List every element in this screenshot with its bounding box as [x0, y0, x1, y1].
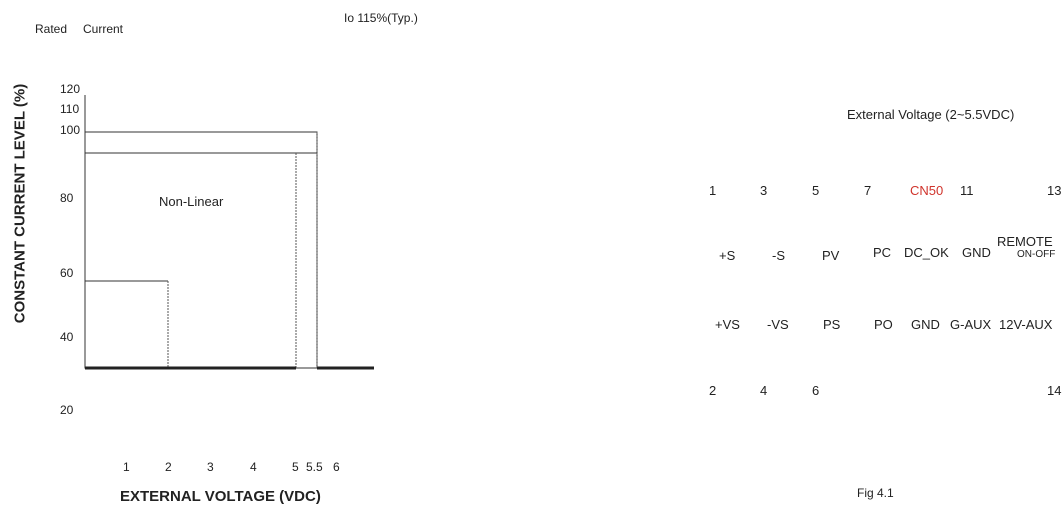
y-tick-100: 100 — [60, 123, 81, 137]
x-tick-4: 4 — [250, 460, 257, 474]
signal-po: PO — [874, 317, 893, 332]
signal-remote: REMOTE — [997, 234, 1053, 249]
x-tick-1: 1 — [123, 460, 130, 474]
connector-name: CN50 — [910, 183, 944, 198]
non-linear-label: Non-Linear — [159, 194, 224, 209]
x-axis-label: EXTERNAL VOLTAGE (VDC) — [120, 488, 321, 505]
y-tick-20: 20 — [60, 403, 74, 417]
y-axis-label: CONSTANT CURRENT LEVEL (%) — [11, 83, 29, 324]
signal-pc: PC — [873, 245, 892, 260]
rated-label: Rated — [35, 22, 68, 36]
y-tick-40: 40 — [60, 330, 74, 344]
signal-pv: PV — [822, 248, 840, 263]
y-tick-80: 80 — [60, 191, 74, 205]
signal-plus-vs: +VS — [715, 317, 740, 332]
signal-gnd-top: GND — [962, 245, 991, 260]
x-tick-2: 2 — [165, 460, 172, 474]
signal-g-aux: G-AUX — [950, 317, 992, 332]
y-tick-110: 110 — [60, 102, 80, 116]
chart-title: Io 115%(Typ.) — [344, 11, 418, 25]
pin-11: 11 — [960, 183, 974, 198]
pin-7: 7 — [864, 183, 872, 198]
pin-2: 2 — [709, 383, 717, 398]
pin-3: 3 — [760, 183, 768, 198]
figure-caption: Fig 4.1 — [857, 486, 894, 500]
x-tick-3: 3 — [207, 460, 214, 474]
pin-1: 1 — [709, 183, 717, 198]
current-label: Current — [83, 22, 124, 36]
y-tick-60: 60 — [60, 266, 74, 280]
signal-minus-s: -S — [772, 248, 785, 263]
level-100-box — [84, 131, 318, 369]
pin-6: 6 — [812, 383, 820, 398]
pin-13: 13 — [1047, 183, 1062, 198]
x-tick-6: 6 — [333, 460, 340, 474]
signal-dc-ok: DC_OK — [904, 245, 949, 260]
x-tick-5: 5 — [292, 460, 299, 474]
x-tick-5-5: 5.5 — [306, 460, 323, 474]
y-tick-120: 120 — [60, 82, 81, 96]
pin-4: 4 — [760, 383, 768, 398]
signal-plus-s: +S — [719, 248, 736, 263]
pin-14: 14 — [1047, 383, 1062, 398]
signal-ps: PS — [823, 317, 841, 332]
connector-title: External Voltage (2~5.5VDC) — [847, 107, 1015, 122]
signal-gnd-bottom: GND — [911, 317, 940, 332]
pin-5: 5 — [812, 183, 820, 198]
signal-on-off: ON-OFF — [1017, 249, 1056, 260]
signal-minus-vs: -VS — [767, 317, 789, 332]
signal-12v-aux: 12V-AUX — [999, 317, 1053, 332]
